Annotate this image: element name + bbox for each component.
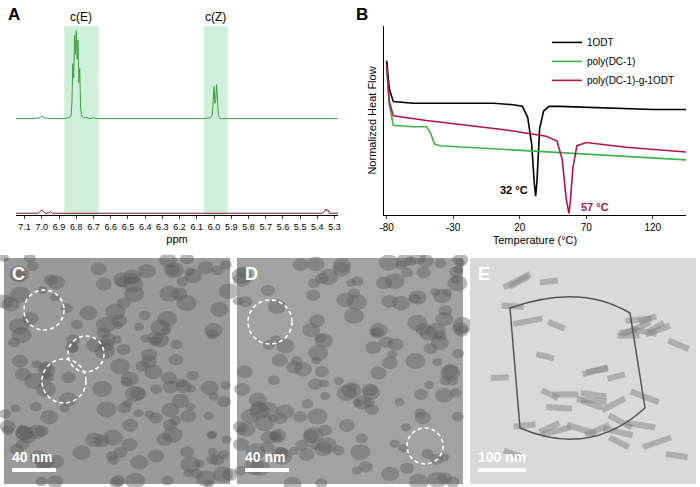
svg-text:40 nm: 40 nm: [245, 449, 285, 465]
svg-text:6.4: 6.4: [139, 222, 152, 232]
svg-text:6.5: 6.5: [122, 222, 135, 232]
svg-text:120: 120: [644, 222, 661, 233]
svg-text:6.7: 6.7: [87, 222, 100, 232]
svg-text:5.7: 5.7: [259, 222, 272, 232]
svg-text:c(E): c(E): [70, 10, 92, 24]
svg-text:-80: -80: [379, 222, 394, 233]
svg-text:6.0: 6.0: [208, 222, 221, 232]
svg-text:7.1: 7.1: [18, 222, 31, 232]
svg-text:A: A: [8, 5, 20, 24]
svg-text:70: 70: [581, 222, 593, 233]
svg-text:7.0: 7.0: [36, 222, 49, 232]
svg-text:6.2: 6.2: [173, 222, 186, 232]
svg-text:ppm: ppm: [166, 233, 187, 245]
svg-text:1ODT: 1ODT: [587, 37, 614, 48]
svg-text:B: B: [356, 5, 368, 24]
svg-text:5.6: 5.6: [277, 222, 290, 232]
svg-text:6.8: 6.8: [70, 222, 83, 232]
svg-text:57 °C: 57 °C: [581, 201, 609, 213]
svg-text:100 nm: 100 nm: [478, 449, 526, 465]
svg-text:6.9: 6.9: [53, 222, 66, 232]
svg-text:-30: -30: [446, 222, 461, 233]
svg-text:D: D: [245, 264, 258, 284]
svg-text:5.3: 5.3: [328, 222, 341, 232]
svg-text:5.5: 5.5: [294, 222, 307, 232]
svg-text:E: E: [478, 264, 490, 284]
svg-text:32 °C: 32 °C: [500, 184, 528, 196]
svg-text:6.6: 6.6: [104, 222, 117, 232]
svg-text:C: C: [12, 264, 25, 284]
svg-text:poly(DC-1)-g-1ODT: poly(DC-1)-g-1ODT: [587, 75, 674, 86]
svg-text:40 nm: 40 nm: [12, 449, 52, 465]
svg-text:poly(DC-1): poly(DC-1): [587, 56, 635, 67]
svg-text:5.9: 5.9: [225, 222, 238, 232]
svg-text:6.1: 6.1: [191, 222, 204, 232]
svg-text:Temperature (°C): Temperature (°C): [493, 234, 577, 246]
svg-text:5.8: 5.8: [242, 222, 255, 232]
svg-text:20: 20: [514, 222, 526, 233]
svg-text:c(Z): c(Z): [205, 10, 226, 24]
svg-text:Normalized Heat Flow: Normalized Heat Flow: [366, 66, 378, 174]
svg-text:5.4: 5.4: [311, 222, 324, 232]
svg-text:6.3: 6.3: [156, 222, 169, 232]
